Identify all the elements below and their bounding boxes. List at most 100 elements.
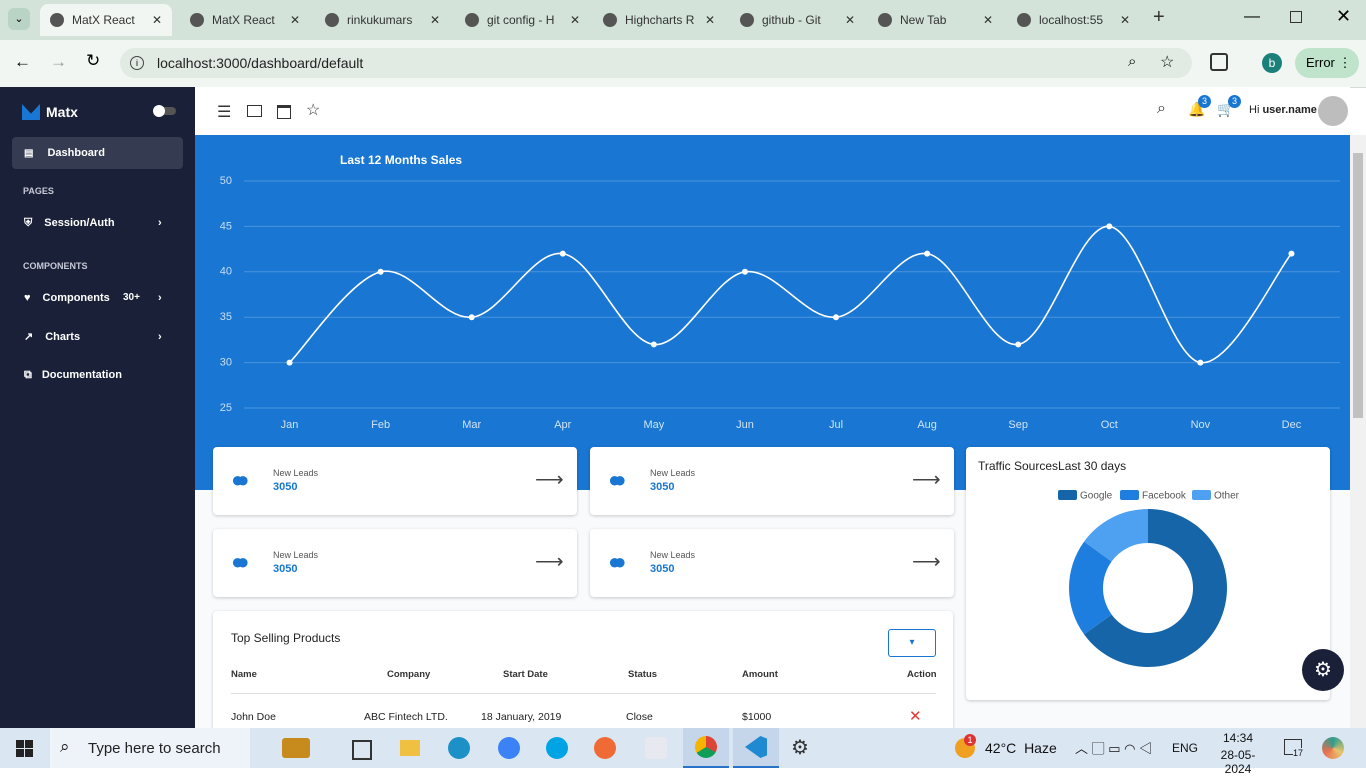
- maximize[interactable]: [1290, 11, 1302, 23]
- tab[interactable]: git config - H ✕: [455, 4, 590, 36]
- x-tick-label: May: [643, 419, 664, 431]
- nav-label: Charts: [45, 331, 81, 343]
- copilot[interactable]: [1322, 737, 1344, 759]
- chart-title: Last 12 Months Sales: [340, 153, 462, 167]
- tab-title: github - Git: [762, 13, 821, 27]
- app[interactable]: [594, 737, 616, 759]
- tab[interactable]: Highcharts R ✕: [593, 4, 725, 36]
- forward[interactable]: →: [50, 52, 67, 71]
- bookmark[interactable]: ☆: [1160, 54, 1175, 71]
- site-info[interactable]: i: [130, 56, 144, 70]
- slack[interactable]: [645, 737, 667, 759]
- stat-card: ●● New Leads 3050 ⟶: [590, 529, 954, 597]
- minimize[interactable]: —: [1244, 8, 1260, 25]
- clock[interactable]: 14:34 28-05-2024: [1208, 731, 1268, 776]
- cell: Close: [626, 711, 653, 723]
- tray[interactable]: ︿ ▢ ▭ ◠ ◁: [1075, 741, 1153, 756]
- nav-docs[interactable]: ⧉ Documentation: [24, 369, 122, 381]
- point: [1288, 250, 1295, 257]
- error-button[interactable]: Error ⋮: [1295, 48, 1359, 78]
- tab[interactable]: github - Git ✕: [730, 4, 865, 36]
- omnibox[interactable]: i localhost:3000/dashboard/default ⌕ ☆: [120, 48, 1192, 78]
- nav-dashboard[interactable]: ▤ Dashboard: [12, 137, 183, 169]
- legend-label: Other: [1214, 491, 1240, 502]
- y-tick-label: 30: [220, 357, 232, 369]
- column-header: Amount: [742, 669, 778, 680]
- chrome[interactable]: [683, 728, 729, 768]
- column-header: Action: [907, 669, 937, 680]
- tab[interactable]: rinkukumars ✕: [315, 4, 450, 36]
- tab[interactable]: localhost:55 ✕: [1007, 4, 1140, 36]
- badge: 1: [964, 734, 976, 746]
- nav-session[interactable]: ⛨ Session/Auth ›: [24, 217, 162, 229]
- stat-value: 3050: [650, 481, 675, 493]
- tab-title: localhost:55: [1039, 13, 1104, 27]
- scrollbar: [1350, 135, 1366, 728]
- app[interactable]: [498, 737, 520, 759]
- task-view[interactable]: [352, 740, 372, 760]
- arrow-button[interactable]: ⟶: [535, 551, 564, 573]
- point: [1197, 359, 1204, 366]
- explorer[interactable]: [400, 740, 420, 756]
- search-box[interactable]: ⌕ Type here to search: [50, 728, 250, 768]
- stat-value: 3050: [650, 563, 675, 575]
- legend-swatch: [1120, 490, 1139, 500]
- tab[interactable]: New Tab ✕: [868, 4, 1003, 36]
- greeting-text: Hi: [1249, 104, 1260, 116]
- time: 14:34: [1222, 731, 1254, 745]
- stat-label: New Leads: [273, 468, 319, 478]
- app[interactable]: [282, 738, 310, 758]
- nav-label: Components: [42, 292, 110, 304]
- tab-title: New Tab: [900, 13, 947, 27]
- mail[interactable]: [247, 105, 262, 117]
- people-icon: ●●: [608, 549, 626, 574]
- people-icon: ●●: [608, 467, 626, 492]
- tab-title: rinkukumars: [347, 13, 413, 27]
- stat-value: 3050: [273, 563, 298, 575]
- table-card: Top Selling Products ▾ Name Company Start …: [213, 611, 953, 728]
- settings[interactable]: ⚙: [791, 737, 809, 759]
- settings-fab[interactable]: ⚙: [1302, 649, 1344, 691]
- web[interactable]: [277, 105, 291, 119]
- tab-title: git config - H: [487, 13, 555, 27]
- tab[interactable]: MatX React ✕: [40, 4, 172, 36]
- stat-card: ●● New Leads 3050 ⟶: [213, 529, 577, 597]
- skype[interactable]: [546, 737, 568, 759]
- arrow-button[interactable]: ⟶: [912, 551, 941, 573]
- tab-icon: [603, 13, 617, 27]
- new-tab[interactable]: +: [1153, 6, 1165, 28]
- tab-close: ✕: [982, 13, 993, 27]
- edge[interactable]: [448, 737, 470, 759]
- reload[interactable]: ↻: [86, 51, 101, 70]
- tab[interactable]: MatX React ✕: [180, 4, 310, 36]
- language[interactable]: ENG: [1172, 741, 1199, 755]
- tab-title: MatX React: [72, 13, 135, 27]
- weather[interactable]: 42°C Haze: [985, 740, 1057, 756]
- point: [924, 250, 931, 257]
- tab-icon: [325, 13, 339, 27]
- avatar[interactable]: [1318, 96, 1348, 126]
- badge: 3: [1228, 95, 1241, 108]
- extensions[interactable]: [1210, 53, 1228, 71]
- vscode[interactable]: [733, 728, 779, 768]
- search[interactable]: ⌕: [1157, 100, 1166, 117]
- theme-toggle[interactable]: [153, 105, 176, 117]
- nav-charts[interactable]: ↗ Charts ›: [24, 331, 162, 343]
- zoom[interactable]: ⌕: [1128, 53, 1137, 70]
- profile[interactable]: b: [1262, 53, 1282, 73]
- date: 28-05-2024: [1220, 748, 1256, 776]
- menu[interactable]: ☰: [217, 104, 232, 121]
- start[interactable]: [16, 740, 33, 757]
- nav-components[interactable]: ♥ Components 30+ ›: [12, 282, 183, 314]
- legend-swatch: [1058, 490, 1077, 500]
- back[interactable]: ←: [14, 52, 31, 71]
- nav-label: Session/Auth: [44, 217, 115, 229]
- dropdown[interactable]: ▾: [888, 629, 936, 657]
- star[interactable]: ☆: [306, 102, 321, 119]
- username: user.name: [1262, 104, 1317, 116]
- arrow-button[interactable]: ⟶: [535, 469, 564, 491]
- delete-button[interactable]: ✕: [909, 708, 922, 725]
- tab-search[interactable]: ⌄: [8, 8, 30, 30]
- close-window[interactable]: ✕: [1336, 6, 1352, 26]
- arrow-button[interactable]: ⟶: [912, 469, 941, 491]
